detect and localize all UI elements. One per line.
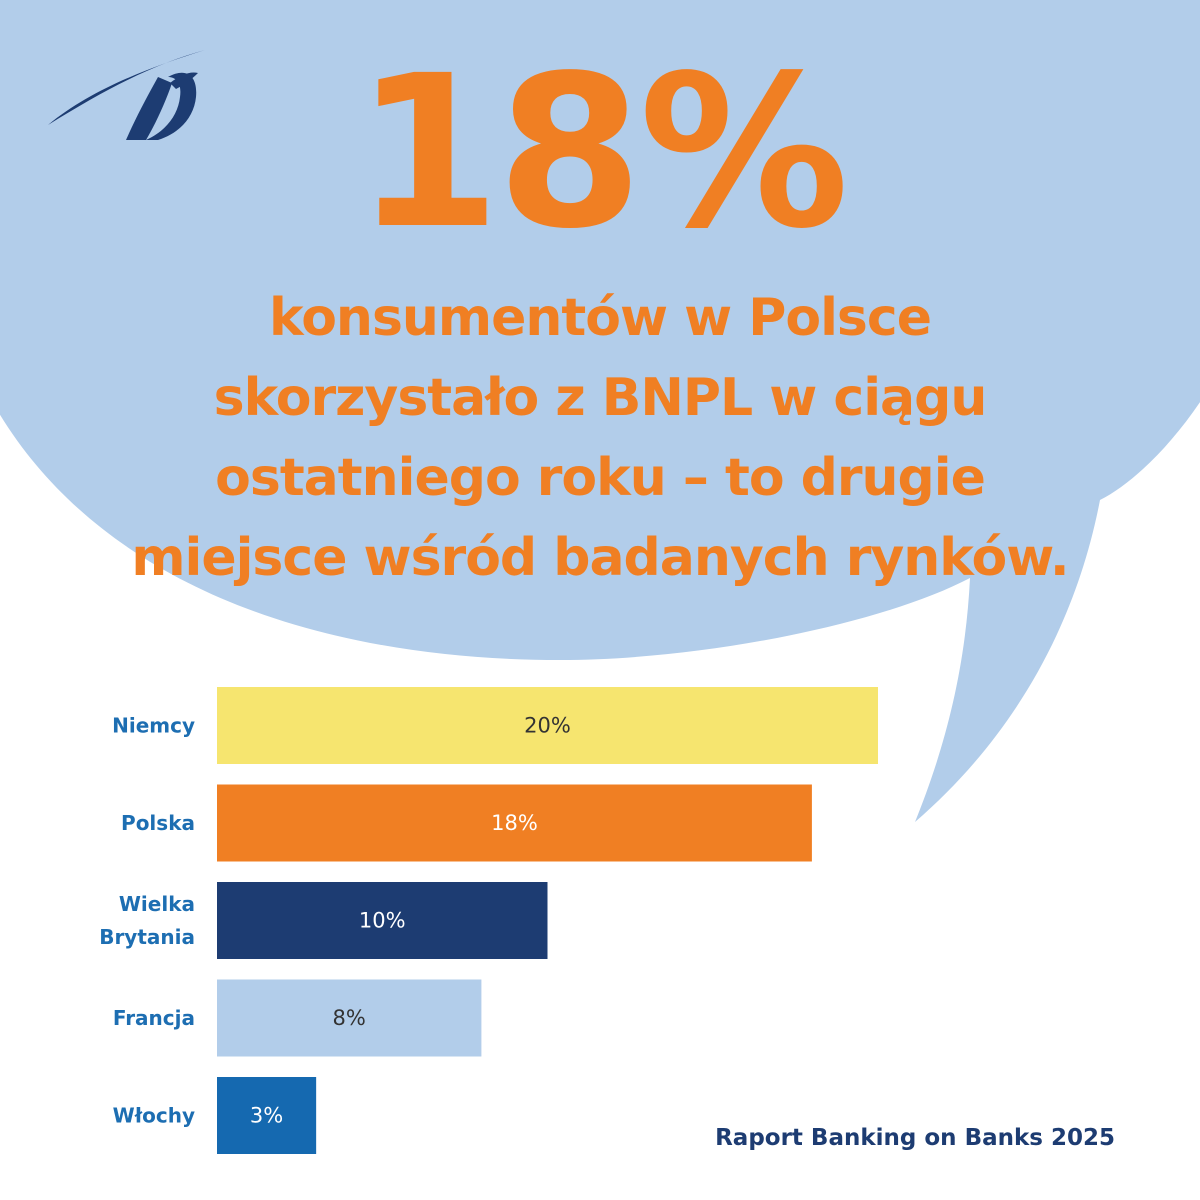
- headline-percentage: 18%: [354, 30, 850, 275]
- bar-value-label: 3%: [250, 1104, 283, 1128]
- bar-1: [217, 784, 812, 862]
- category-label: Niemcy: [112, 714, 195, 738]
- category-label: Włochy: [113, 1104, 195, 1128]
- category-label: Wielka Brytania: [99, 892, 195, 949]
- category-label: Polska: [121, 811, 195, 835]
- source-note: Raport Banking on Banks 2025: [715, 1125, 1115, 1151]
- bird-logo-icon: [48, 50, 205, 140]
- headline-description: konsumentów w Polsce skorzystało z BNPL …: [131, 288, 1069, 588]
- bar-4: [217, 1077, 317, 1154]
- bar-value-label: 8%: [333, 1006, 366, 1030]
- bar-value-label: 20%: [524, 714, 571, 738]
- bar-0: [217, 687, 878, 764]
- bar-2: [217, 882, 548, 959]
- category-label: Francja: [113, 1006, 195, 1030]
- bar-value-label: 18%: [491, 811, 538, 835]
- bar-value-label: 10%: [359, 909, 406, 933]
- bnpl-bar-chart: 20% Niemcy 18% Polska 10% Wielka Brytania 8% Fra…: [99, 687, 878, 1154]
- bar-3: [217, 979, 482, 1057]
